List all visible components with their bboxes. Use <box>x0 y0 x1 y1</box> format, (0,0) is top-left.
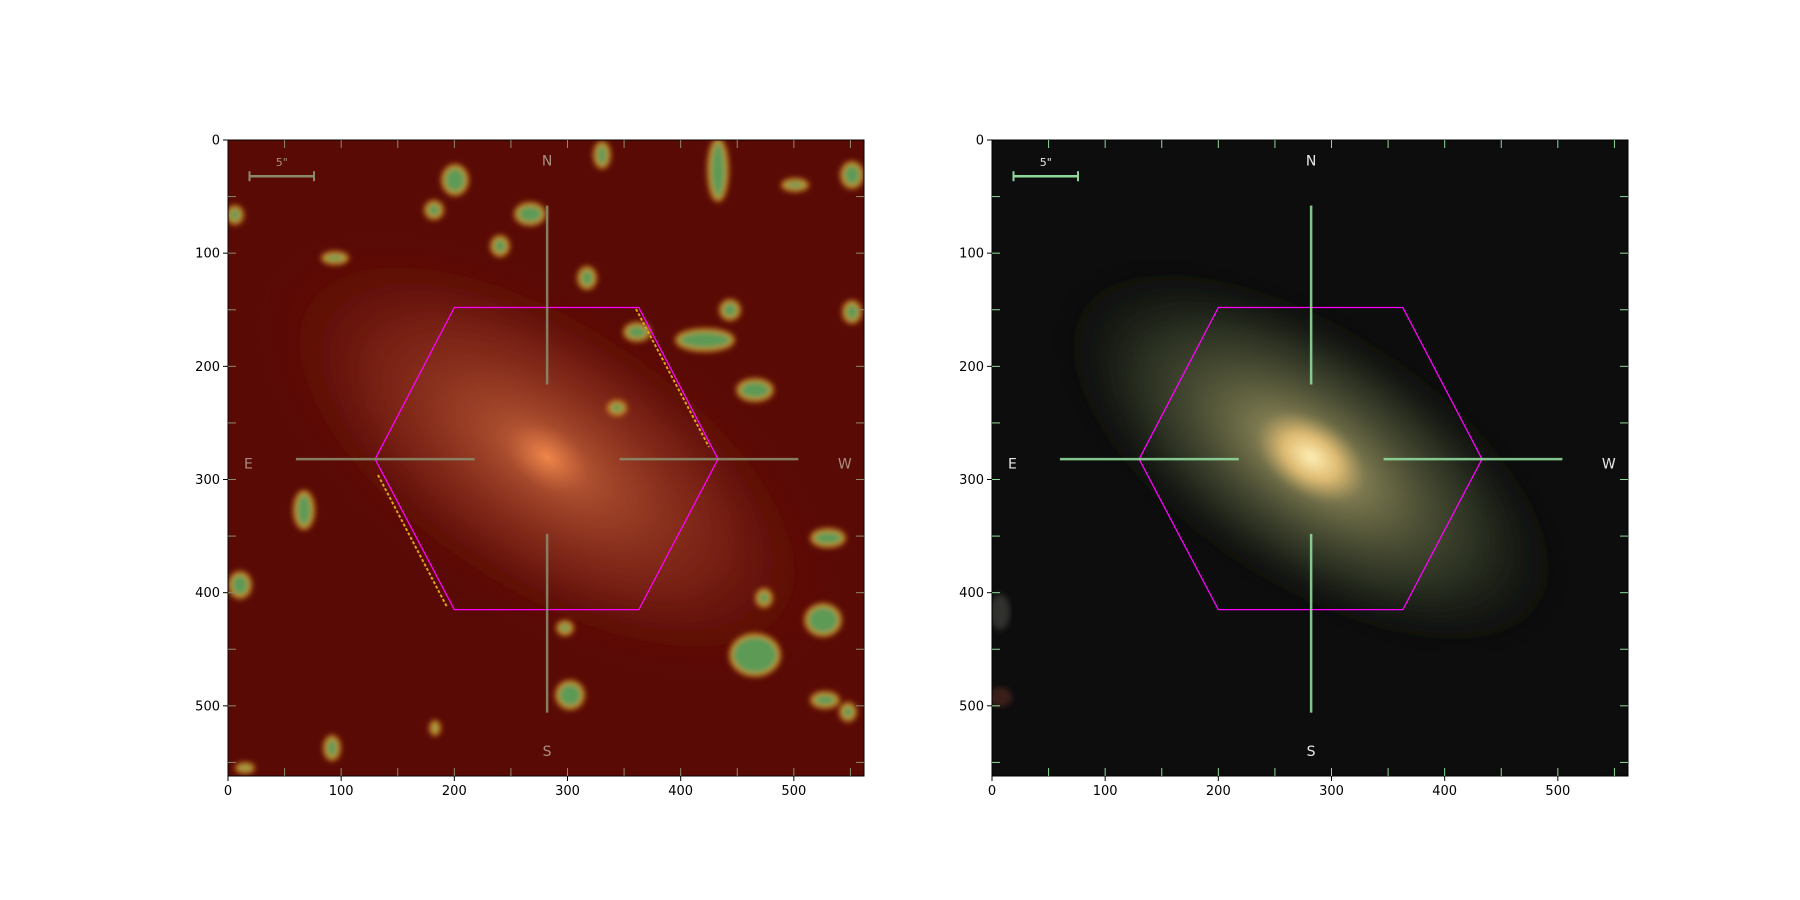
scale-bar-label: 5" <box>1040 156 1052 169</box>
compass-label-s: S <box>543 744 552 760</box>
noise-blob <box>607 400 627 416</box>
y-tick-label: 200 <box>959 360 984 375</box>
y-tick-label: 100 <box>195 247 220 262</box>
y-tick-label: 300 <box>195 473 220 488</box>
noise-blob <box>441 164 469 196</box>
x-tick-label: 100 <box>329 784 354 799</box>
noise-blob <box>323 735 341 761</box>
noise-blob <box>755 588 773 608</box>
y-tick-label: 200 <box>195 360 220 375</box>
noise-blob <box>228 571 252 599</box>
noise-blob <box>577 266 597 290</box>
x-tick-label: 0 <box>224 784 232 799</box>
noise-blob <box>293 490 315 530</box>
x-tick-label: 500 <box>781 784 806 799</box>
compass-label-s: S <box>1307 744 1316 760</box>
noise-blob <box>675 328 735 352</box>
left-hexagon-edge-artifact <box>635 308 710 448</box>
y-tick-label: 500 <box>959 699 984 714</box>
y-tick-label: 400 <box>195 586 220 601</box>
right-panel: N S E W 5" 0 100 200 300 400 500 0 100 200 300 400 500 <box>959 134 1629 800</box>
noise-blob <box>707 140 729 202</box>
compass-label-n: N <box>542 153 552 169</box>
compass-label-w: W <box>838 457 852 473</box>
compass-label-w: W <box>1602 457 1616 473</box>
noise-blob <box>839 702 857 722</box>
y-tick-label: 100 <box>959 247 984 262</box>
compass-label-e: E <box>244 457 253 473</box>
right-background-source <box>992 594 1010 630</box>
noise-blob <box>729 633 781 677</box>
y-tick-label: 0 <box>976 134 984 149</box>
y-tick-label: 400 <box>959 586 984 601</box>
noise-blob <box>556 620 574 636</box>
left-noise-blobs <box>228 140 864 774</box>
noise-blob <box>840 161 864 189</box>
scale-bar-label: 5" <box>276 156 288 169</box>
noise-blob <box>810 691 840 709</box>
noise-blob <box>490 235 510 257</box>
noise-blob <box>804 603 842 637</box>
right-overlays: N S E W 5" <box>992 140 1628 776</box>
compass-label-e: E <box>1008 457 1017 473</box>
right-axes-frame <box>991 139 1629 777</box>
noise-blob <box>781 178 809 192</box>
noise-blob <box>842 300 862 324</box>
noise-blob <box>514 202 546 226</box>
noise-blob <box>623 322 651 342</box>
left-axes-frame <box>227 139 865 777</box>
x-tick-label: 100 <box>1093 784 1118 799</box>
y-tick-label: 0 <box>212 134 220 149</box>
right-background-source <box>992 687 1012 707</box>
x-tick-label: 200 <box>1206 784 1231 799</box>
noise-blob <box>810 528 846 548</box>
noise-blob <box>429 720 441 736</box>
x-tick-label: 300 <box>555 784 580 799</box>
x-tick-label: 400 <box>668 784 693 799</box>
right-axes-ticks: 0 100 200 300 400 500 0 100 200 300 400 500 <box>959 134 1570 800</box>
noise-blob <box>321 251 349 265</box>
left-panel: N S E W 5" 0 100 200 300 400 500 0 100 200 300 400 500 <box>195 134 865 800</box>
x-tick-label: 200 <box>442 784 467 799</box>
x-tick-label: 500 <box>1545 784 1570 799</box>
x-tick-label: 300 <box>1319 784 1344 799</box>
noise-blob <box>555 680 585 710</box>
right-galaxy-glow <box>1048 255 1574 659</box>
noise-blob <box>235 762 255 774</box>
noise-blob <box>228 205 244 225</box>
x-tick-label: 0 <box>988 784 996 799</box>
noise-blob <box>719 299 741 321</box>
y-tick-label: 500 <box>195 699 220 714</box>
left-overlays: N S E W 5" <box>228 140 864 776</box>
left-galaxy-glow <box>257 235 837 679</box>
noise-blob <box>736 378 774 402</box>
noise-blob <box>424 200 444 220</box>
y-tick-label: 300 <box>959 473 984 488</box>
left-axes-ticks: 0 100 200 300 400 500 0 100 200 300 400 500 <box>195 134 806 800</box>
compass-label-n: N <box>1306 153 1316 169</box>
noise-blob <box>593 141 611 169</box>
x-tick-label: 400 <box>1432 784 1457 799</box>
